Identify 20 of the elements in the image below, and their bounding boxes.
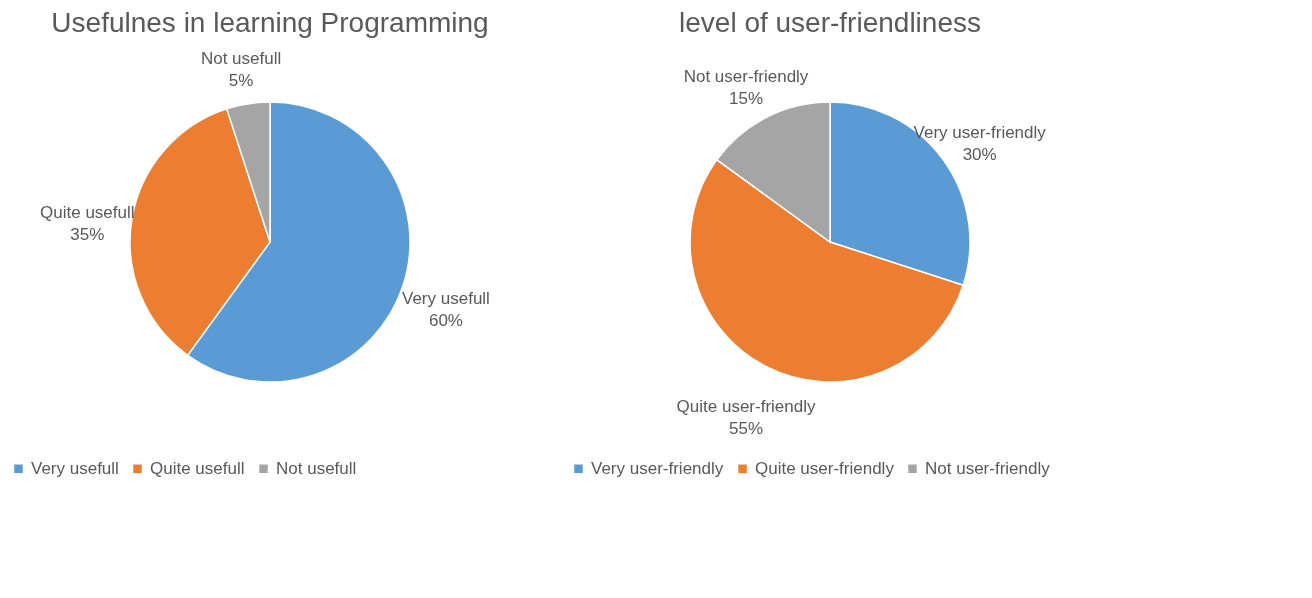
slice-label: Not user-friendly xyxy=(683,67,809,87)
data-label: 15% xyxy=(729,89,764,109)
legend-label: Quite usefull xyxy=(150,458,245,478)
data-label: 60% xyxy=(428,311,463,331)
legend-label: Not user-friendly xyxy=(925,458,1051,478)
legend-label: Very user-friendly xyxy=(591,458,724,478)
slice-label: Very usefull xyxy=(402,289,490,309)
data-label: 35% xyxy=(70,225,105,245)
chart-title: Usefulnes in learning Programming xyxy=(51,7,489,38)
slice-label: Quite user-friendly xyxy=(676,396,816,416)
data-label: 30% xyxy=(962,145,997,165)
legend-label: Not usefull xyxy=(276,458,357,478)
data-label: 5% xyxy=(228,71,254,91)
data-label: 55% xyxy=(729,418,764,438)
slice-label: Very user-friendly xyxy=(913,123,1047,143)
legend-label: Quite user-friendly xyxy=(755,458,895,478)
chart-title: level of user-friendliness xyxy=(679,7,981,38)
legend-label: Very usefull xyxy=(31,458,119,478)
slice-label: Not usefull xyxy=(200,49,282,69)
slice-label: Quite usefull xyxy=(40,203,135,223)
